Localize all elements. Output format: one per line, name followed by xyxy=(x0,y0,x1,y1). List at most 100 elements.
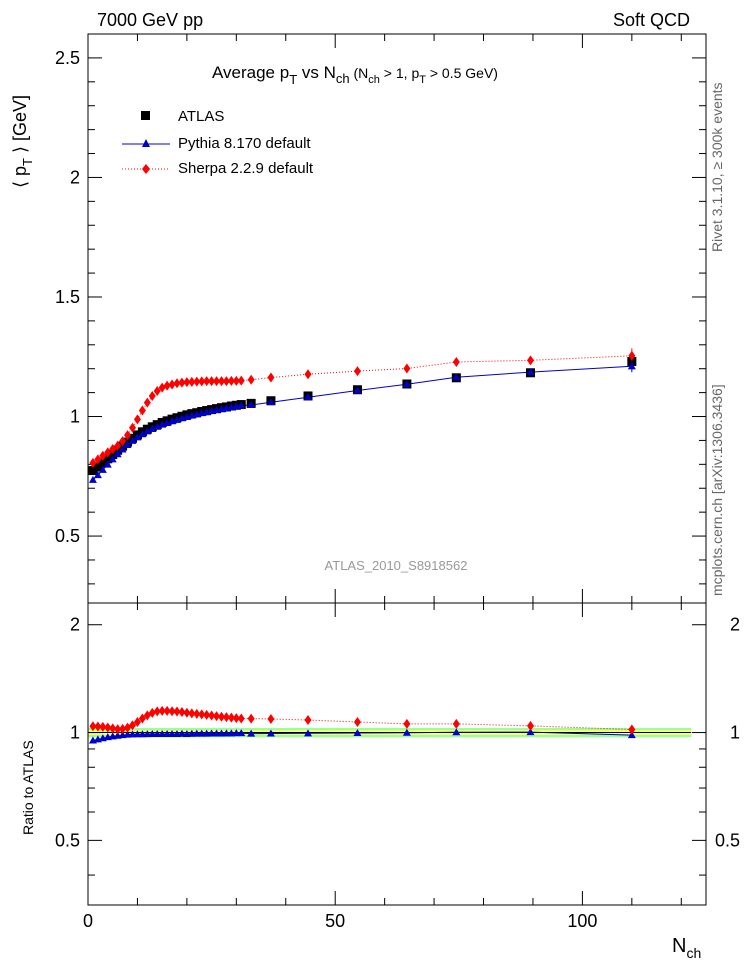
pythia-marker xyxy=(402,380,411,388)
rivet-label: Rivet 3.1.10, ≥ 300k events xyxy=(709,82,725,252)
sherpa-marker xyxy=(193,376,201,387)
energy-label: 7000 GeV pp xyxy=(97,10,203,30)
sherpa-marker xyxy=(267,372,275,383)
sherpa-ratio-marker xyxy=(247,713,255,724)
mcplots-label: mcplots.cern.ch [arXiv:1306.3436] xyxy=(709,384,725,596)
legend-marker-atlas xyxy=(141,111,150,120)
sherpa-marker xyxy=(104,447,112,458)
category-label: Soft QCD xyxy=(613,10,690,30)
sherpa-marker xyxy=(153,385,161,396)
x-tick-label: 50 xyxy=(325,911,345,931)
pythia-ratio-marker xyxy=(627,731,636,739)
sherpa-marker xyxy=(526,355,534,366)
y-tick-label-ratio: 0.5 xyxy=(55,830,80,850)
sherpa-ratio-marker xyxy=(114,724,122,735)
legend-label-atlas: ATLAS xyxy=(178,108,224,125)
sherpa-ratio-marker xyxy=(138,713,146,724)
sherpa-marker xyxy=(143,397,151,408)
sherpa-ratio-marker xyxy=(353,717,361,728)
ratio-panel-data xyxy=(88,705,636,744)
sherpa-marker xyxy=(133,414,141,425)
atlas-marker xyxy=(88,466,98,476)
y-tick-label-ratio-right: 0.5 xyxy=(715,830,740,850)
pythia-marker xyxy=(128,436,137,444)
sherpa-marker xyxy=(304,369,312,380)
legend-marker-pythia xyxy=(142,139,150,147)
pythia-marker xyxy=(237,401,246,409)
sherpa-marker xyxy=(158,382,166,393)
sherpa-marker xyxy=(183,377,191,388)
sherpa-marker xyxy=(628,350,636,361)
sherpa-marker xyxy=(89,457,97,468)
sherpa-ratio-marker xyxy=(267,714,275,725)
sherpa-ratio-marker xyxy=(452,718,460,729)
y-tick-label-main: 2 xyxy=(70,167,80,187)
pythia-marker xyxy=(113,450,122,458)
sherpa-ratio-marker xyxy=(304,715,312,726)
pythia-ratio-marker xyxy=(247,729,256,737)
legend-label-sherpa: Sherpa 2.2.9 default xyxy=(178,160,314,177)
sherpa-marker xyxy=(114,440,122,451)
sherpa-ratio-marker xyxy=(153,706,161,717)
pythia-ratio-marker xyxy=(452,728,461,736)
sherpa-ratio-marker xyxy=(89,721,97,732)
sherpa-ratio-marker xyxy=(232,713,240,724)
main-panel-axes: 0.5 1 1.5 2 2.5 xyxy=(55,33,706,603)
atlas-marker xyxy=(93,462,103,472)
sherpa-marker xyxy=(168,379,176,390)
sherpa-marker xyxy=(203,376,211,387)
pythia-marker xyxy=(353,386,362,394)
analysis-id: ATLAS_2010_S8918562 xyxy=(325,558,468,573)
sherpa-marker xyxy=(148,390,156,401)
y-tick-label-main: 0.5 xyxy=(55,526,80,546)
pythia-ratio-marker xyxy=(266,729,275,737)
pythia-marker xyxy=(133,433,142,441)
sherpa-ratio-marker xyxy=(237,713,245,724)
sherpa-ratio-marker xyxy=(99,721,107,732)
legend-label-pythia: Pythia 8.170 default xyxy=(178,135,311,152)
pythia-ratio-marker xyxy=(304,729,313,737)
ratio-y-axis-label: Ratio to ATLAS xyxy=(20,740,36,835)
sherpa-ratio-marker xyxy=(198,709,206,720)
sherpa-ratio-marker xyxy=(188,708,196,719)
pythia-ratio-marker xyxy=(402,728,411,736)
pythia-ratio-marker xyxy=(177,729,186,737)
sherpa-ratio-marker xyxy=(208,710,216,721)
sherpa-ratio-marker xyxy=(222,712,230,723)
pythia-marker xyxy=(247,401,256,409)
legend-marker-sherpa xyxy=(142,164,150,174)
legend: ATLAS Pythia 8.170 default Sherpa 2.2.9 … xyxy=(122,108,314,177)
y-tick-label-main: 2.5 xyxy=(55,48,80,68)
sherpa-marker xyxy=(138,405,146,416)
sherpa-marker xyxy=(99,450,107,461)
pythia-marker xyxy=(88,475,97,483)
x-axis-label: Nch xyxy=(672,935,701,961)
sherpa-marker xyxy=(213,376,221,387)
sherpa-ratio-marker xyxy=(526,720,534,731)
plot-title: Average pT vs Nch (Nch > 1, pT > 0.5 GeV… xyxy=(212,63,498,87)
y-tick-label-main: 1 xyxy=(70,407,80,427)
sherpa-ratio-marker xyxy=(203,709,211,720)
sherpa-ratio-marker xyxy=(94,721,102,732)
y-tick-label-ratio-right: 2 xyxy=(730,615,740,635)
y-tick-label-ratio: 1 xyxy=(70,723,80,743)
ratio-panel-frame xyxy=(87,602,707,906)
sherpa-ratio-marker xyxy=(168,706,176,717)
pythia-ratio-marker xyxy=(237,729,246,737)
sherpa-marker xyxy=(178,377,186,388)
pythia-marker xyxy=(93,471,102,479)
pythia-ratio-marker xyxy=(353,729,362,737)
sherpa-ratio-marker xyxy=(163,705,171,716)
x-tick-label: 100 xyxy=(567,911,597,931)
pythia-marker xyxy=(526,368,535,376)
pythia-marker xyxy=(123,440,132,448)
sherpa-marker xyxy=(119,436,127,447)
sherpa-ratio-marker xyxy=(183,707,191,718)
sherpa-ratio-marker xyxy=(193,708,201,719)
x-tick-label: 0 xyxy=(83,911,93,931)
sherpa-marker xyxy=(163,380,171,391)
sherpa-marker xyxy=(232,375,240,386)
pythia-marker xyxy=(148,424,157,432)
pythia-marker xyxy=(98,465,107,473)
